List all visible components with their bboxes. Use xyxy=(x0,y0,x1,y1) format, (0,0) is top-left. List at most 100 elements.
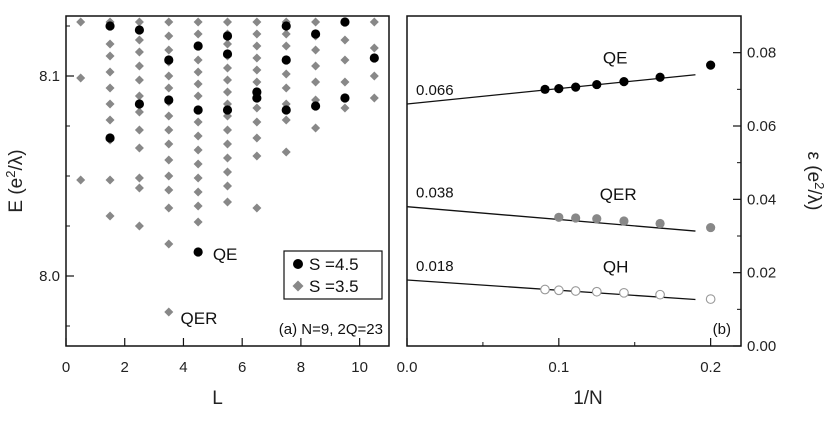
data-point-s35 xyxy=(369,93,379,103)
data-point-s35 xyxy=(252,77,262,87)
data-point-qe xyxy=(554,84,564,94)
data-point-qe xyxy=(540,84,550,94)
data-point-s45 xyxy=(164,55,174,65)
data-point-s35 xyxy=(164,171,174,181)
data-point-s45 xyxy=(340,93,350,103)
data-point-s45 xyxy=(281,105,291,115)
data-point-qe xyxy=(571,82,581,92)
data-point-s35 xyxy=(164,203,174,213)
intercept-label-qer: 0.038 xyxy=(416,185,454,202)
fit-line-qe xyxy=(406,74,696,105)
data-point-s35 xyxy=(223,17,232,27)
data-point-s35 xyxy=(369,17,379,27)
data-point-s45 xyxy=(222,31,233,41)
data-point-s35 xyxy=(252,65,262,75)
data-point-qe xyxy=(655,72,665,82)
legend-label: S =3.5 xyxy=(309,277,359,296)
series-label-qer: QER xyxy=(600,185,637,204)
data-point-s35 xyxy=(105,175,115,185)
data-point-s35 xyxy=(134,221,144,231)
fit-line-qer xyxy=(406,206,696,232)
data-point-s35 xyxy=(369,71,379,81)
data-point-s35 xyxy=(340,77,350,87)
data-point-qh xyxy=(619,287,629,298)
data-point-s35 xyxy=(311,77,321,87)
data-point-s35 xyxy=(311,45,321,55)
data-point-s35 xyxy=(164,111,174,121)
y-axis-title-a: E (e2/λ) xyxy=(3,149,28,212)
data-point-qer xyxy=(619,216,629,226)
data-point-s35 xyxy=(281,29,291,39)
data-point-s45 xyxy=(252,93,262,103)
data-point-s35 xyxy=(223,181,232,191)
data-point-s35 xyxy=(164,83,174,93)
data-point-s35 xyxy=(369,43,379,53)
data-point-s35 xyxy=(223,125,232,135)
data-point-s35 xyxy=(252,203,262,213)
data-point-s35 xyxy=(164,155,174,165)
data-point-s35 xyxy=(76,17,86,27)
data-point-s35 xyxy=(193,173,203,183)
panel-label-b: (b) xyxy=(713,321,731,338)
data-point-qer xyxy=(706,222,716,233)
panel-a: 0 2 4 6 8 10 8.0 8.1 L E (e2/λ) QE QER S =4.5 S =3.5 (… xyxy=(3,15,390,409)
data-point-s35 xyxy=(281,41,291,51)
data-point-s45 xyxy=(193,247,203,257)
data-point-s35 xyxy=(193,29,203,39)
data-point-s35 xyxy=(281,115,291,125)
data-point-s35 xyxy=(105,99,115,109)
data-point-s35 xyxy=(281,69,291,79)
data-point-qer xyxy=(592,214,602,224)
data-point-s35 xyxy=(164,239,174,249)
data-point-s45 xyxy=(193,105,203,115)
intercept-label-qh: 0.018 xyxy=(416,258,454,275)
intercept-label-qe: 0.066 xyxy=(416,82,454,99)
data-point-s35 xyxy=(105,83,115,93)
data-point-s35 xyxy=(252,29,262,39)
data-point-s45 xyxy=(193,41,203,51)
y-tick-label-b: 0.06 xyxy=(747,118,776,135)
y-tick-label-a: 8.0 xyxy=(39,268,60,285)
data-point-s35 xyxy=(164,307,174,317)
data-point-s35 xyxy=(164,71,174,81)
data-point-s35 xyxy=(193,67,203,77)
data-point-s35 xyxy=(105,39,115,49)
fit-line-qh xyxy=(406,279,696,301)
data-point-s35 xyxy=(134,173,144,183)
data-point-s35 xyxy=(223,63,232,73)
x-axis-title-a: L xyxy=(212,388,223,409)
data-point-s35 xyxy=(164,139,174,149)
legend-box xyxy=(283,250,383,300)
data-point-s45 xyxy=(134,99,145,109)
data-point-s45 xyxy=(222,49,233,59)
data-point-qh xyxy=(540,284,550,295)
data-point-s35 xyxy=(252,53,262,63)
data-point-s35 xyxy=(340,55,350,65)
data-point-qer xyxy=(655,218,665,229)
data-point-s35 xyxy=(193,79,203,89)
data-point-s35 xyxy=(193,217,203,227)
data-point-qe xyxy=(619,77,629,87)
data-point-s35 xyxy=(164,45,174,55)
data-point-s45 xyxy=(310,101,321,111)
data-point-s35 xyxy=(223,197,232,207)
panel-label-a: (a) N=9, 2Q=23 xyxy=(279,321,383,338)
data-point-s35 xyxy=(164,17,174,27)
data-point-qe xyxy=(592,79,602,90)
x-axis-title-b: 1/N xyxy=(573,388,603,409)
data-point-qh xyxy=(705,294,716,304)
data-point-s45 xyxy=(281,55,291,65)
data-point-s35 xyxy=(134,143,144,153)
y-axis-title-b: ε (e2/λ) xyxy=(803,152,828,211)
x-tick-label-b: 0.2 xyxy=(700,359,721,376)
data-point-s35 xyxy=(223,139,232,149)
data-point-s35 xyxy=(76,73,86,83)
data-point-s35 xyxy=(134,47,144,57)
data-point-s35 xyxy=(223,153,232,163)
annotation-qe: QE xyxy=(213,245,238,264)
data-point-s45 xyxy=(164,95,174,105)
data-point-s35 xyxy=(311,61,321,71)
x-tick-label-a: 6 xyxy=(238,359,246,376)
data-point-s35 xyxy=(134,125,144,135)
